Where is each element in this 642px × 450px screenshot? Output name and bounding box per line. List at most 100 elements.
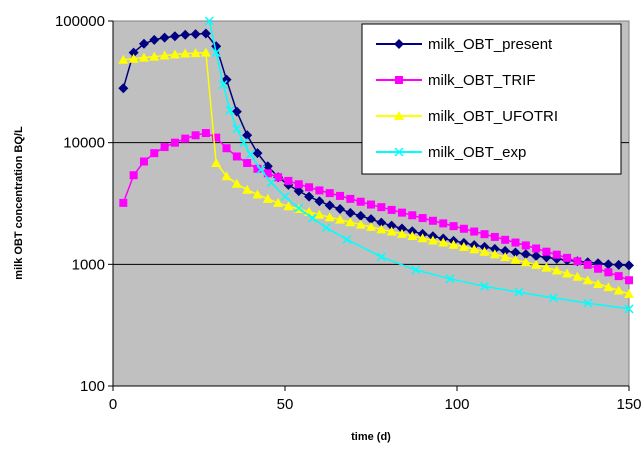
series-layer	[118, 16, 634, 314]
legend-item: milk_OBT_present	[376, 36, 553, 53]
data-point	[231, 178, 242, 188]
data-point	[480, 230, 489, 239]
data-point	[305, 183, 314, 192]
data-point	[262, 161, 273, 172]
data-point	[324, 200, 335, 211]
data-point	[283, 201, 294, 211]
data-point	[160, 143, 169, 152]
data-point	[408, 211, 417, 220]
y-axis-title: milk OBT concentration BQ/L	[13, 126, 25, 280]
data-point	[582, 275, 593, 285]
data-point	[242, 184, 253, 194]
data-point	[211, 48, 221, 58]
data-point	[293, 186, 304, 197]
data-point	[246, 149, 256, 159]
data-point	[256, 165, 266, 175]
data-point	[181, 134, 190, 143]
data-point	[448, 239, 459, 249]
data-point	[511, 238, 520, 247]
data-point	[190, 48, 201, 58]
data-point	[118, 54, 129, 64]
data-point	[118, 83, 129, 94]
data-point	[218, 80, 228, 90]
legend-label: milk_OBT_exp	[428, 144, 526, 161]
data-point	[325, 189, 334, 198]
data-point	[225, 105, 235, 115]
data-point	[510, 247, 521, 258]
data-point	[563, 253, 572, 262]
data-point	[367, 200, 375, 209]
data-point	[500, 245, 511, 256]
data-point	[200, 28, 211, 39]
data-point	[190, 29, 201, 40]
data-point	[438, 237, 449, 247]
data-point	[232, 124, 242, 134]
data-point	[449, 222, 458, 231]
data-point	[324, 212, 335, 222]
data-point	[128, 53, 139, 63]
data-point	[614, 272, 623, 281]
data-point	[239, 138, 249, 148]
data-point	[394, 147, 404, 157]
data-point	[266, 178, 276, 188]
y-tick-label: 100000	[55, 13, 105, 30]
data-point	[314, 209, 325, 219]
data-point	[469, 244, 480, 254]
data-point	[159, 50, 170, 60]
data-point	[397, 208, 406, 217]
data-point	[395, 76, 403, 84]
data-point	[396, 228, 407, 238]
x-axis-title: time (d)	[351, 431, 391, 443]
data-point	[204, 16, 214, 26]
data-point	[346, 194, 355, 203]
data-point	[418, 214, 427, 223]
data-point	[583, 298, 593, 308]
data-point	[603, 259, 614, 270]
data-point	[304, 191, 315, 202]
x-tick-label: 100	[444, 396, 469, 413]
data-point	[541, 262, 552, 272]
data-point	[470, 227, 479, 236]
data-point	[335, 214, 346, 224]
data-point	[572, 271, 583, 281]
legend-box	[361, 23, 622, 175]
data-point	[315, 186, 324, 195]
series-milk_OBT_exp	[204, 16, 634, 314]
data-point	[252, 148, 263, 159]
data-point	[273, 197, 284, 207]
data-point	[376, 224, 387, 234]
data-point	[562, 268, 573, 278]
data-point	[119, 198, 128, 207]
data-point	[355, 210, 366, 221]
data-point	[180, 48, 191, 58]
data-point	[394, 111, 404, 120]
data-point	[201, 129, 210, 138]
data-point	[355, 219, 366, 229]
data-point	[552, 250, 561, 259]
data-point	[366, 221, 376, 231]
data-point	[458, 241, 469, 251]
data-point	[345, 207, 356, 218]
x-tick-label: 150	[616, 396, 641, 413]
data-point	[542, 247, 551, 256]
data-point	[150, 149, 159, 158]
data-point	[479, 281, 490, 291]
data-point	[221, 171, 232, 181]
data-point	[129, 171, 138, 180]
data-point	[624, 260, 634, 271]
data-point	[159, 32, 170, 43]
data-point	[625, 276, 633, 285]
data-point	[191, 131, 200, 140]
data-point	[280, 192, 290, 202]
data-point	[479, 246, 490, 256]
data-point	[231, 106, 242, 117]
data-point	[428, 216, 437, 225]
data-point	[253, 164, 262, 173]
x-tick-label: 0	[109, 396, 117, 413]
data-point	[531, 251, 542, 262]
data-point	[417, 233, 428, 243]
data-point	[376, 252, 386, 262]
data-point	[263, 169, 272, 178]
data-point	[548, 293, 558, 303]
data-point	[501, 235, 510, 244]
